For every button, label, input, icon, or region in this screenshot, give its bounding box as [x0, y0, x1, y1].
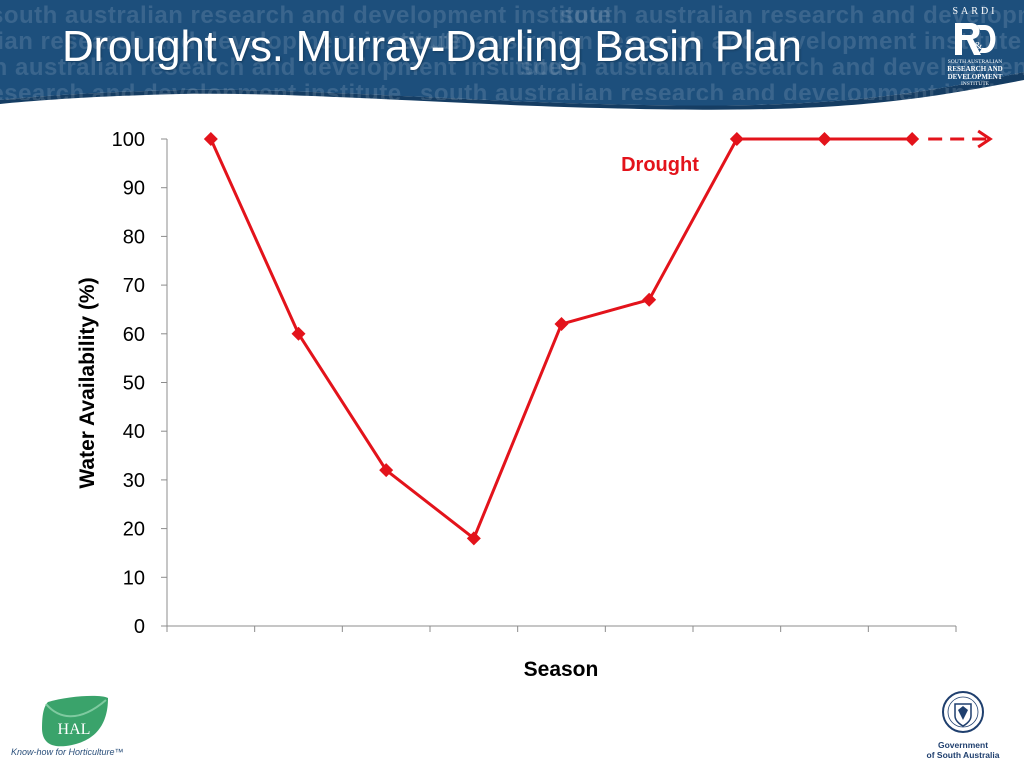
continuation-arrowhead	[977, 129, 993, 149]
data-point-marker	[291, 326, 306, 341]
watermark-line: south australian research and developmen…	[0, 2, 612, 29]
sardi-acronym: SARDI	[952, 6, 998, 17]
y-tick-label: 50	[123, 373, 145, 395]
watermark-line: south australian research and developmen…	[0, 54, 562, 81]
x-axis-ticks	[166, 626, 957, 632]
y-tick-label: 20	[123, 519, 145, 541]
watermark-line: south australian research and developmen…	[0, 28, 462, 55]
data-point-marker	[466, 531, 481, 546]
sardi-line2: RESEARCH AND	[947, 65, 1003, 73]
x-axis-label: Season	[524, 658, 599, 681]
data-point-marker	[203, 132, 218, 146]
data-point-marker	[554, 317, 569, 332]
series-drought	[209, 137, 913, 540]
hal-name: HAL	[58, 721, 91, 738]
government-line1: Government	[937, 740, 989, 750]
header-banner	[0, 0, 1024, 110]
data-point-marker	[729, 132, 744, 146]
sardi-logo: SARDI & SOUTH AUSTRALIAN RESEARCH AND DE…	[935, 4, 1015, 94]
watermark-line: south australian research and developmen…	[420, 80, 1024, 100]
y-tick-label: 100	[112, 129, 145, 151]
series-markers	[203, 132, 920, 546]
series-annotation-drought: Drought	[621, 154, 699, 176]
government-line2: of South Australia	[926, 750, 1000, 760]
data-point-marker	[817, 132, 832, 146]
hal-tagline: Know-how for Horticulture™	[11, 747, 124, 757]
svg-text:&: &	[974, 40, 983, 52]
y-tick-label: 0	[134, 616, 145, 638]
watermark-line: south australian research and developmen…	[520, 54, 1024, 81]
y-tick-label: 80	[123, 226, 145, 248]
y-axis-ticks: 0 10 20 30 40 50 60 70 80 90 100	[112, 129, 167, 638]
sardi-line4: INSTITUTE	[960, 81, 990, 87]
hal-logo: HAL	[42, 695, 108, 747]
crest-icon	[942, 691, 984, 733]
data-point-marker	[379, 463, 394, 478]
y-tick-label: 70	[123, 275, 145, 297]
sardi-line3: DEVELOPMENT	[947, 73, 1003, 81]
y-tick-label: 30	[123, 470, 145, 492]
y-tick-label: 40	[123, 421, 145, 443]
y-tick-label: 90	[123, 178, 145, 200]
government-text: Government of South Australia	[926, 740, 1000, 760]
header-watermark: south australian research and developmen…	[0, 0, 1024, 100]
y-axis-label: Water Availability (%)	[76, 277, 99, 488]
government-logo: Government of South Australia	[926, 690, 1000, 762]
chart-axes	[166, 139, 956, 627]
series-line	[209, 137, 913, 540]
data-point-marker	[905, 132, 920, 146]
slide-title: Drought vs. Murray-Darling Basin Plan	[62, 22, 802, 71]
series-continuation-arrow	[928, 129, 993, 149]
watermark-line: south australian research and developmen…	[560, 2, 1024, 29]
watermark-line: south australian research and developmen…	[400, 28, 1022, 55]
watermark-line: south australian research and developmen…	[0, 80, 402, 100]
data-point-marker	[642, 292, 657, 307]
sardi-line1: SOUTH AUSTRALIAN	[947, 59, 1003, 65]
rd-mark-icon: &	[955, 23, 996, 55]
y-tick-label: 60	[123, 324, 145, 346]
y-tick-label: 10	[123, 567, 145, 589]
